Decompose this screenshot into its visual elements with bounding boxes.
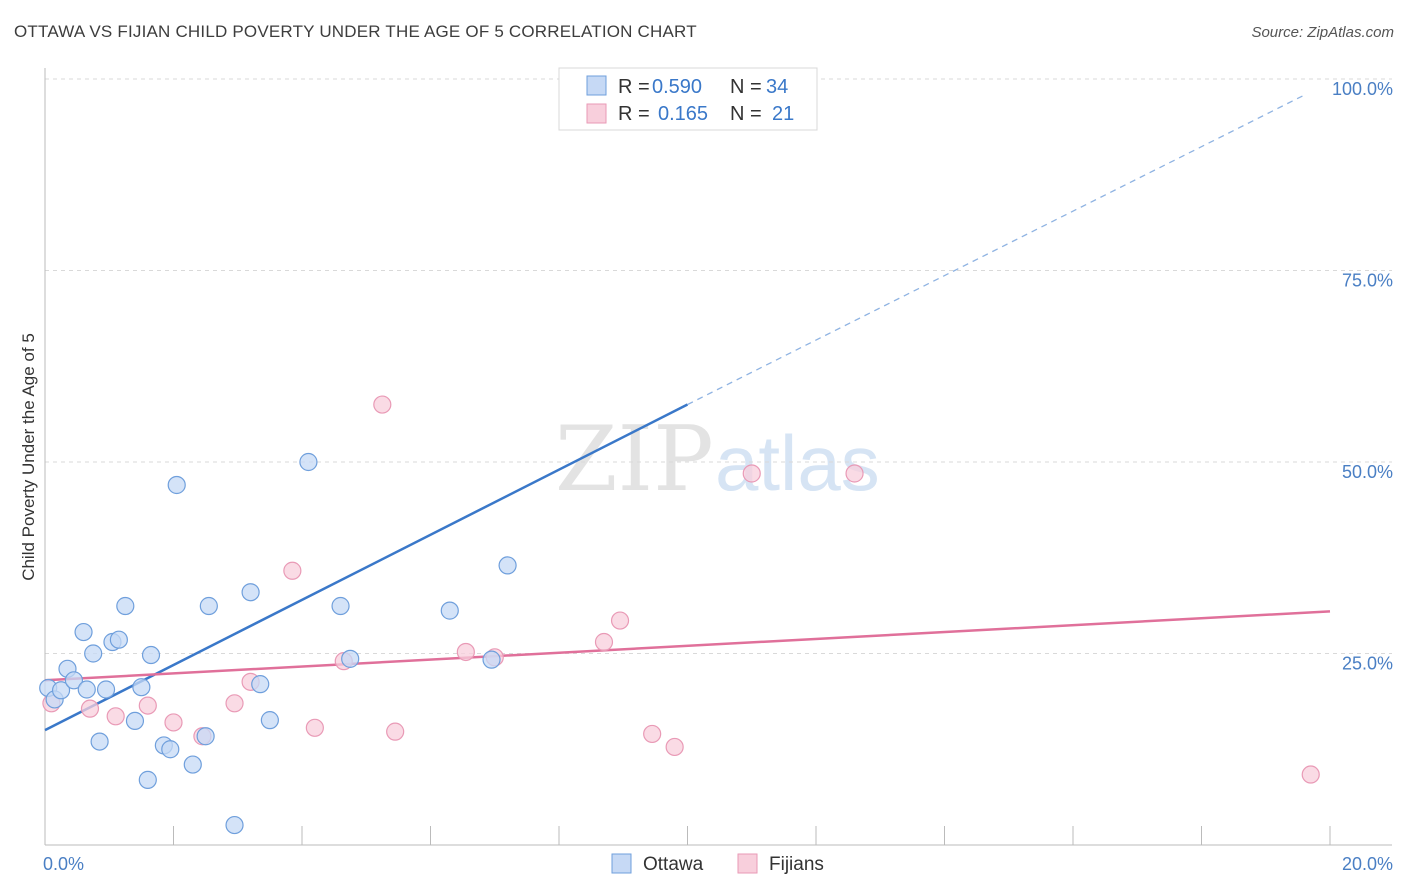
watermark-atlas: atlas	[715, 419, 880, 507]
point-fijians	[80, 699, 100, 718]
point-ottawa	[84, 644, 103, 663]
point-fijians	[373, 395, 392, 414]
legend-swatch-fijians	[586, 103, 607, 124]
legend-n-label-fijians: N =	[730, 103, 762, 125]
point-ottawa	[125, 711, 145, 731]
point-ottawa	[331, 596, 350, 616]
tick-labels: 25.0% 50.0% 75.0% 100.0% 0.0% 20.0%	[43, 79, 1393, 874]
point-fijians	[386, 722, 405, 741]
bottom-legend-swatch-ottawa	[611, 853, 632, 874]
point-ottawa	[341, 649, 360, 668]
point-ottawa	[116, 596, 135, 616]
point-ottawa	[482, 650, 501, 669]
stats-legend: R = 0.590 N = 34 R = 0.165 N = 21	[558, 67, 818, 131]
point-ottawa	[141, 645, 161, 665]
point-ottawa	[196, 727, 215, 746]
axes	[44, 68, 1392, 846]
point-ottawa	[90, 732, 109, 751]
point-fijians	[594, 632, 614, 652]
x-tick-label: 20.0%	[1342, 854, 1393, 874]
gridlines	[45, 78, 1392, 654]
trend-lines	[44, 94, 1331, 732]
bottom-legend-ottawa: Ottawa	[643, 854, 704, 875]
point-fijians	[138, 696, 157, 715]
point-ottawa	[132, 678, 151, 697]
point-ottawa	[199, 596, 218, 616]
point-ottawa	[183, 755, 202, 774]
bottom-legend-swatch-fijians	[737, 853, 758, 874]
point-ottawa	[167, 475, 186, 495]
point-fijians	[456, 642, 475, 662]
legend-n-value-ottawa: 34	[766, 76, 788, 98]
point-fijians	[283, 561, 302, 580]
legend-r-value-fijians: 0.165	[658, 103, 708, 125]
point-ottawa	[440, 601, 459, 620]
series-legend: Ottawa Fijians	[611, 853, 824, 875]
point-fijians	[1301, 765, 1320, 784]
x-tick-label: 0.0%	[43, 854, 84, 874]
trendline-fijians	[44, 610, 1331, 682]
legend-n-value-fijians: 21	[772, 103, 794, 125]
point-fijians	[845, 464, 864, 483]
point-ottawa	[241, 583, 260, 602]
legend-r-label-ottawa: R =	[618, 76, 650, 98]
point-ottawa	[109, 630, 128, 649]
y-tick-label: 75.0%	[1342, 271, 1393, 291]
source-credit: Source: ZipAtlas.com	[1251, 24, 1394, 41]
trendline-ottawa	[44, 403, 689, 732]
point-fijians	[106, 707, 125, 726]
point-ottawa	[138, 770, 157, 789]
data-points	[39, 69, 1320, 835]
legend-n-label-ottawa: N =	[730, 76, 762, 98]
point-fijians	[742, 464, 761, 483]
point-ottawa	[96, 680, 116, 699]
point-fijians	[164, 713, 183, 732]
chart-title: OTTAWA VS FIJIAN CHILD POVERTY UNDER THE…	[14, 22, 697, 41]
point-ottawa	[299, 452, 318, 472]
trendline-ottawa-projection	[687, 94, 1305, 406]
legend-r-value-ottawa: 0.590	[652, 76, 702, 98]
point-fijians	[643, 724, 662, 744]
legend-swatch-ottawa	[586, 75, 607, 96]
legend-r-label-fijians: R =	[618, 103, 650, 125]
y-tick-label: 50.0%	[1342, 462, 1393, 482]
point-fijians	[665, 737, 684, 757]
point-ottawa	[498, 556, 517, 575]
point-fijians	[305, 718, 324, 737]
point-ottawa	[51, 681, 71, 700]
y-tick-label: 100.0%	[1332, 79, 1393, 99]
point-fijians	[225, 694, 244, 713]
point-ottawa	[74, 622, 93, 642]
bottom-legend-fijians: Fijians	[769, 854, 824, 875]
y-tick-label: 25.0%	[1342, 654, 1393, 674]
point-ottawa	[64, 671, 84, 690]
point-ottawa	[251, 675, 270, 694]
point-fijians	[610, 611, 630, 630]
point-ottawa	[161, 740, 180, 759]
y-axis-label: Child Poverty Under the Age of 5	[19, 333, 38, 581]
point-ottawa	[225, 815, 244, 835]
point-ottawa	[260, 711, 279, 730]
point-ottawa	[77, 680, 96, 699]
